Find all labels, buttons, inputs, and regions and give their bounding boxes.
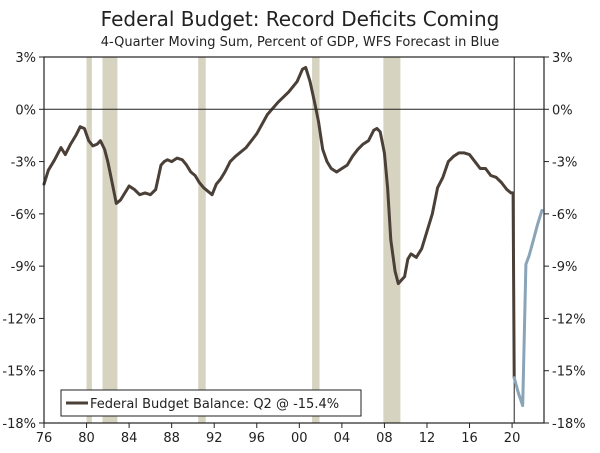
y-tick-label-left: -3% <box>11 156 36 171</box>
plot-frame <box>43 56 545 424</box>
y-tick-label-right: 3% <box>552 51 573 66</box>
y-tick-label-left: -6% <box>11 208 36 223</box>
y-tick-label-right: 0% <box>552 103 573 118</box>
chart-title: Federal Budget: Record Deficits Coming <box>101 7 500 31</box>
y-tick-label-right: -15% <box>552 365 586 380</box>
x-axis: 76 80 84 88 92 96 00 04 08 12 16 20 <box>36 423 521 446</box>
x-tick-label: 12 <box>419 431 436 446</box>
recession-band-0 <box>86 57 92 423</box>
recession-bands <box>86 57 401 423</box>
y-tick-label-right: -9% <box>552 260 577 275</box>
x-tick-label: 92 <box>206 431 223 446</box>
x-tick-label: 08 <box>376 431 393 446</box>
x-tick-label: 84 <box>121 431 138 446</box>
x-tick-label: 88 <box>163 431 180 446</box>
y-tick-label-left: -15% <box>2 365 36 380</box>
legend: Federal Budget Balance: Q2 @ -15.4% <box>60 389 362 417</box>
x-tick-label: 04 <box>334 431 351 446</box>
recession-band-1 <box>102 57 118 423</box>
y-axis-right: 3% 0% -3% -6% -9% -12% -15% -18% <box>544 51 586 432</box>
y-tick-label-left: 0% <box>15 103 36 118</box>
x-tick-label: 16 <box>461 431 478 446</box>
y-tick-label-left: 3% <box>15 51 36 66</box>
legend-label: Federal Budget Balance: Q2 @ -15.4% <box>90 397 339 412</box>
chart-subtitle: 4-Quarter Moving Sum, Percent of GDP, WF… <box>101 35 500 50</box>
series-line-forecast <box>512 208 544 408</box>
y-axis-left: 3% 0% -3% -6% -9% -12% -15% -18% <box>2 51 44 432</box>
x-tick-label: 80 <box>78 431 95 446</box>
x-tick-label: 20 <box>504 431 521 446</box>
series-lines <box>42 66 544 408</box>
y-tick-label-left: -9% <box>11 260 36 275</box>
legend-box <box>60 389 362 417</box>
y-tick-label-left: -12% <box>2 312 36 327</box>
x-tick-label: 00 <box>291 431 308 446</box>
series-line-actual <box>42 66 516 380</box>
x-tick-label: 76 <box>36 431 53 446</box>
y-tick-label-left: -18% <box>2 417 36 432</box>
y-tick-label-right: -18% <box>552 417 586 432</box>
y-tick-label-right: -12% <box>552 312 586 327</box>
y-tick-label-right: -3% <box>552 156 577 171</box>
recession-band-2 <box>198 57 206 423</box>
recession-band-3 <box>312 57 320 423</box>
x-tick-label: 96 <box>248 431 265 446</box>
y-tick-label-right: -6% <box>552 208 577 223</box>
